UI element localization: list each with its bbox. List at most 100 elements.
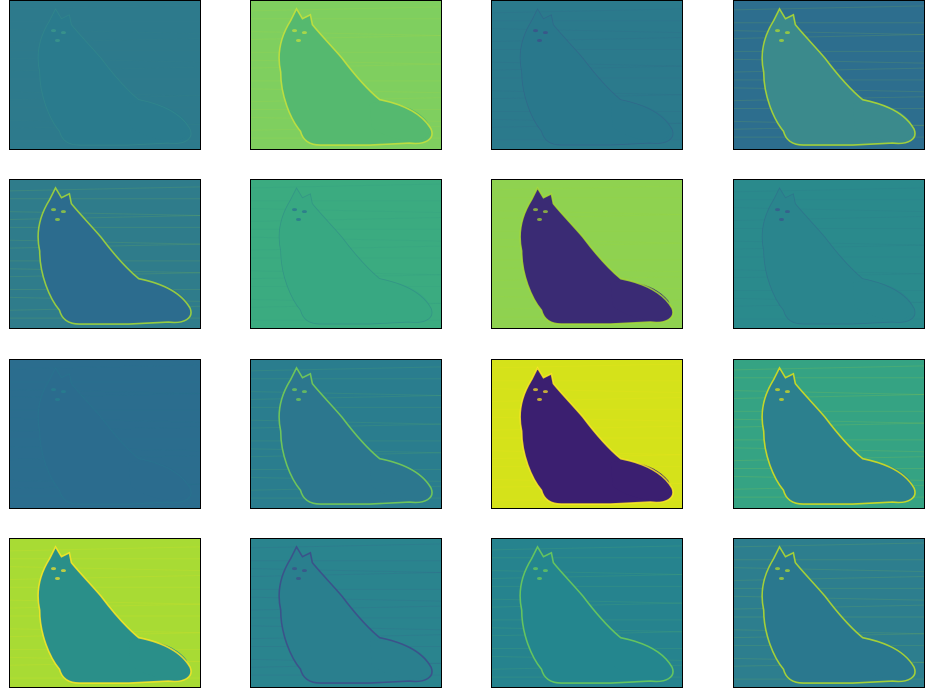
cat-face-mark <box>533 29 539 33</box>
cat-face-mark <box>784 569 790 573</box>
cat-face-mark <box>296 38 301 42</box>
cat-tail <box>128 102 189 142</box>
texture-line <box>492 363 682 369</box>
cat-face-mark <box>537 397 542 401</box>
feature-map-panel <box>9 179 201 329</box>
cat-face-mark <box>292 567 298 571</box>
cat-face-mark <box>60 569 66 573</box>
feature-map-image <box>734 360 924 508</box>
cat-face-mark <box>55 397 60 401</box>
cat-tail <box>610 102 671 142</box>
feature-map-panel <box>9 359 201 509</box>
texture-line <box>10 29 200 35</box>
cat-face-mark <box>775 388 781 392</box>
feature-map-panel <box>491 0 683 150</box>
texture-line <box>251 366 441 372</box>
cat-face-mark <box>533 208 539 212</box>
feature-map-image <box>251 180 441 328</box>
cat-face-mark <box>784 31 790 35</box>
cat-face-mark <box>301 390 307 394</box>
cat-face-mark <box>775 567 781 571</box>
feature-map-image <box>492 360 682 508</box>
cat-face-mark <box>296 217 301 221</box>
feature-map-panel <box>250 179 442 329</box>
texture-line <box>251 543 441 549</box>
cat-face-mark <box>55 217 60 221</box>
texture-line <box>734 187 924 193</box>
cat-edge <box>278 545 433 684</box>
texture-line <box>10 364 200 370</box>
texture-line <box>10 546 200 552</box>
cat-edge <box>761 7 916 146</box>
feature-map-image <box>251 1 441 149</box>
texture-line <box>492 545 682 551</box>
texture-line <box>10 211 200 217</box>
cat-edge <box>37 8 192 146</box>
cat-face-mark <box>301 31 307 35</box>
cat-tail <box>369 281 430 321</box>
feature-map-panel <box>9 0 201 150</box>
cat-face-mark <box>779 217 784 221</box>
texture-line <box>734 567 924 573</box>
cat-face-mark <box>533 388 539 392</box>
cat-face-mark <box>533 567 539 571</box>
texture-line <box>10 389 200 395</box>
feature-map-image <box>492 1 682 149</box>
cat-face-mark <box>292 208 298 212</box>
cat-face-mark <box>779 576 784 580</box>
cat-face-mark <box>51 567 57 571</box>
cat-edge <box>519 8 674 146</box>
cat-face-mark <box>51 208 57 212</box>
feature-map-panel <box>250 359 442 509</box>
texture-line <box>734 365 924 371</box>
texture-line <box>492 28 682 34</box>
cat-face-mark <box>779 397 784 401</box>
cat-face-mark <box>537 38 542 42</box>
cat-tail <box>128 461 189 501</box>
cat-edge <box>761 187 916 325</box>
cat-face-mark <box>55 576 60 580</box>
cat-face-mark <box>775 208 781 212</box>
cat-face-mark <box>55 38 60 42</box>
texture-line <box>492 210 682 216</box>
texture-line <box>251 391 441 397</box>
texture-line <box>734 207 924 213</box>
feature-map-image <box>251 539 441 687</box>
feature-map-image <box>492 539 682 687</box>
feature-map-panel <box>250 538 442 688</box>
cat-face-mark <box>51 29 57 33</box>
feature-map-panel <box>491 359 683 509</box>
feature-map-panel <box>733 359 925 509</box>
cat-face-mark <box>296 397 301 401</box>
texture-line <box>734 390 924 396</box>
texture-line <box>734 5 924 11</box>
cat-face-mark <box>784 210 790 214</box>
cat-face-mark <box>60 210 66 214</box>
cat-face-mark <box>301 569 307 573</box>
cat-edge <box>519 366 674 505</box>
feature-map-image <box>734 180 924 328</box>
cat-edge <box>278 7 433 146</box>
cat-face-mark <box>60 390 66 394</box>
feature-map-image <box>10 180 200 328</box>
feature-map-panel <box>733 0 925 150</box>
cat-edge <box>37 186 192 325</box>
cat-face-mark <box>296 576 301 580</box>
texture-line <box>734 542 924 548</box>
feature-map-panel <box>733 179 925 329</box>
cat-edge <box>761 366 916 505</box>
cat-edge <box>37 367 192 505</box>
feature-map-panel <box>491 179 683 329</box>
feature-map-panel <box>491 538 683 688</box>
cat-face-mark <box>537 217 542 221</box>
texture-line <box>251 6 441 12</box>
feature-map-panel <box>250 0 442 150</box>
cat-face-mark <box>51 388 57 392</box>
cat-face-mark <box>60 31 66 35</box>
texture-line <box>492 185 682 191</box>
cat-face-mark <box>292 29 298 33</box>
texture-line <box>251 568 441 574</box>
texture-line <box>492 570 682 576</box>
texture-line <box>10 4 200 10</box>
